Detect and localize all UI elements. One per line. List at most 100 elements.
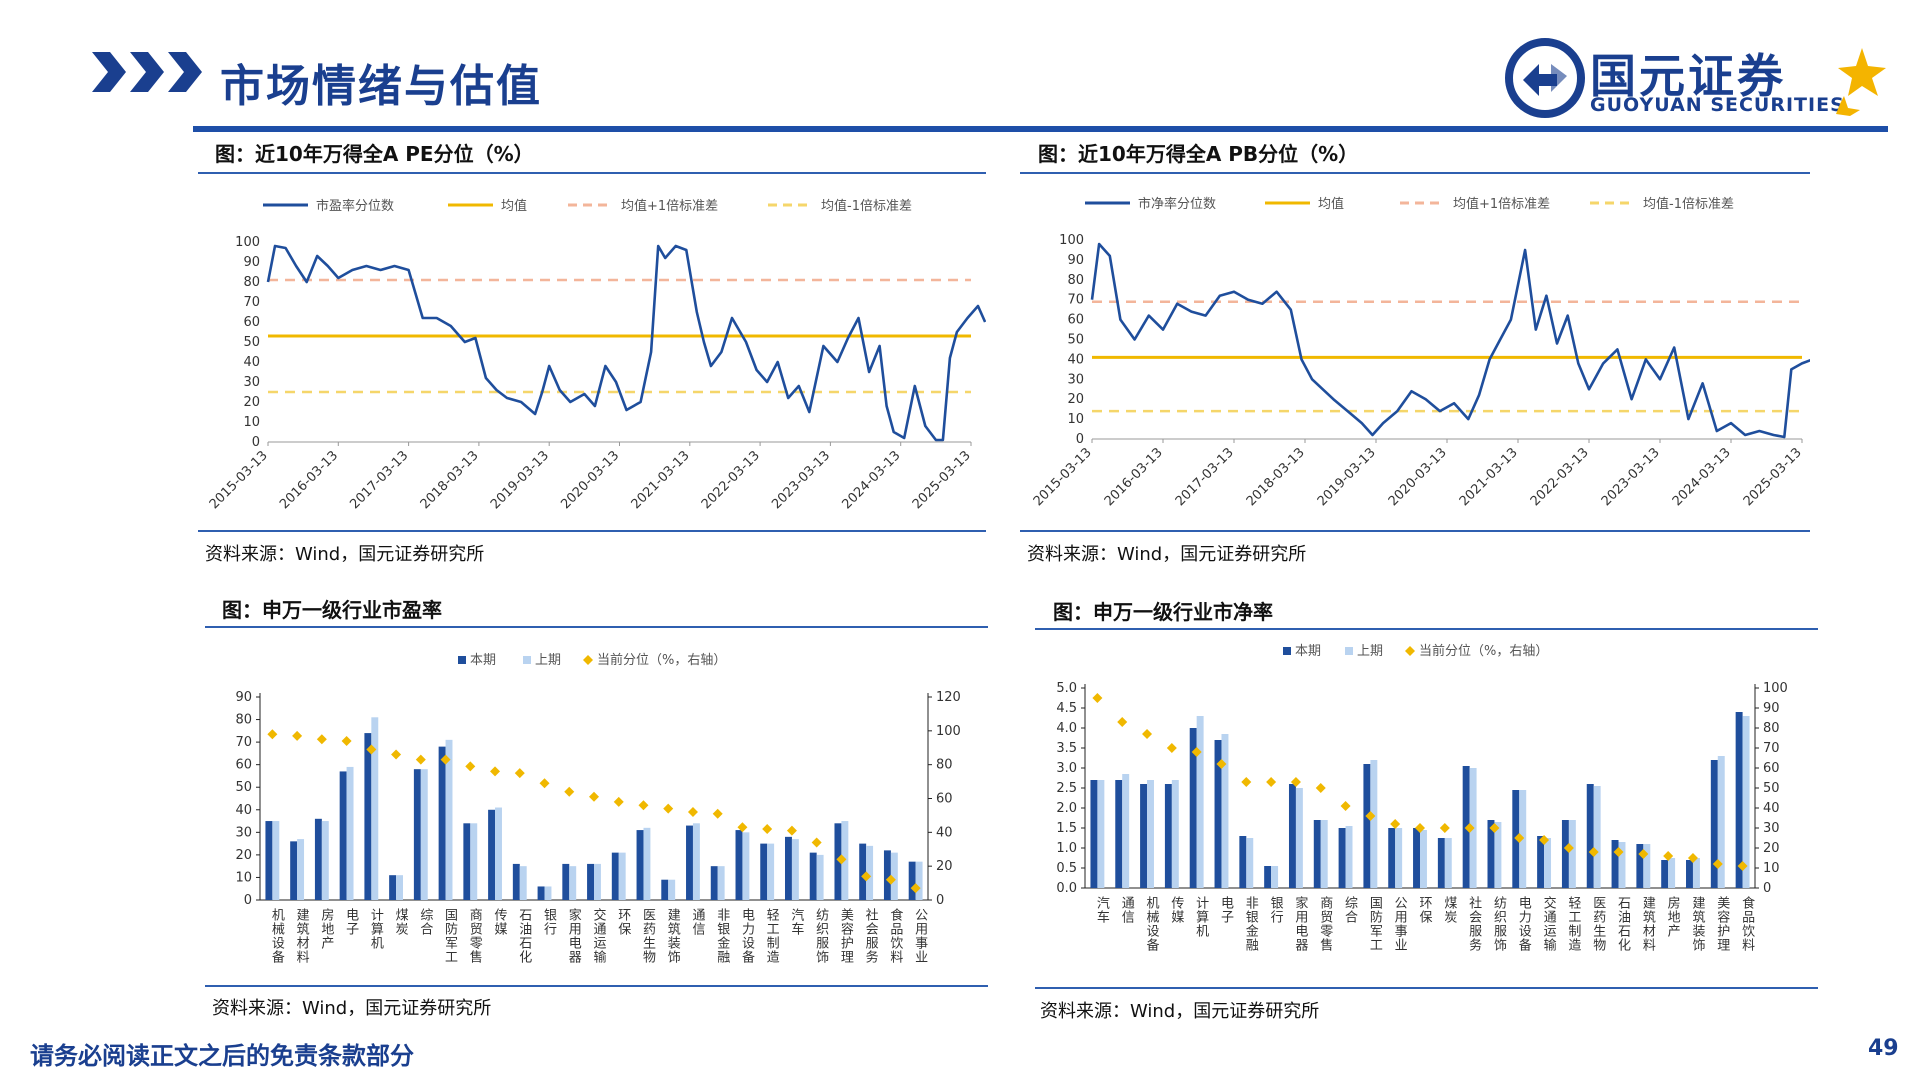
bar-current: [587, 863, 594, 900]
bar-previous: [1568, 820, 1576, 888]
bar-previous: [1544, 838, 1552, 888]
y-tick-label: 0.0: [1056, 881, 1077, 896]
bar-previous: [1246, 838, 1254, 888]
legend-label-0: 本期: [470, 653, 496, 668]
category-label: 煤炭: [393, 908, 409, 936]
category-label: 环保: [615, 908, 631, 936]
industry-pb-top-rule: [1035, 628, 1818, 630]
percentile-marker: [762, 823, 773, 834]
pb-percentile-bottom-rule: [1020, 530, 1810, 532]
bar-previous: [692, 823, 700, 900]
percentile-marker: [1315, 783, 1326, 793]
percentile-marker: [1216, 759, 1227, 769]
bar-current: [710, 866, 718, 900]
bar-current: [611, 852, 619, 900]
category-label: 建筑装饰: [1689, 896, 1705, 952]
category-label: 计算机: [1193, 896, 1209, 938]
category-label: 石油石化: [1615, 896, 1631, 952]
legend-swatch-1: [1345, 647, 1353, 655]
bar-previous: [1395, 828, 1403, 888]
x-tick-label: 2021-03-13: [629, 448, 693, 512]
bar-current: [1214, 740, 1222, 888]
bar-current: [339, 771, 347, 900]
bar-current: [1413, 828, 1420, 888]
category-label: 交通运输: [1541, 895, 1557, 952]
category-label: 家用电器: [566, 907, 582, 964]
percentile-marker: [1340, 801, 1351, 811]
pb-percentile-title: 图：近10年万得全A PB分位（%）: [1038, 142, 1359, 166]
percentile-marker: [1489, 823, 1500, 833]
bar-current: [661, 879, 669, 900]
industry-pe-top-rule: [205, 626, 988, 628]
bar-current: [1686, 860, 1693, 888]
y-tick-label: 50: [243, 335, 260, 350]
percentile-marker: [267, 729, 278, 740]
category-label: 医药生物: [640, 908, 656, 964]
y2-tick-label: 100: [936, 724, 961, 739]
category-label: 纺织服饰: [813, 908, 829, 964]
y-tick-label: 70: [1067, 293, 1084, 308]
bar-current: [1164, 784, 1172, 888]
bar-previous: [643, 827, 651, 900]
bar-current: [1537, 836, 1545, 888]
category-label: 食品饮料: [887, 907, 903, 964]
bar-current: [636, 830, 644, 900]
category-label: 医药生物: [1590, 896, 1606, 952]
bar-previous: [297, 839, 305, 900]
y2-tick-label: 20: [936, 859, 953, 874]
bar-previous: [445, 739, 453, 900]
bar-current: [834, 823, 842, 900]
y-tick-label: 20: [243, 395, 260, 410]
category-label: 电子: [1218, 896, 1234, 924]
percentile-marker: [1514, 833, 1525, 843]
y2-tick-label: 80: [1763, 721, 1780, 736]
legend-swatch-2: [1405, 646, 1415, 656]
legend-swatch-2: [583, 655, 593, 665]
bar-current: [265, 821, 273, 900]
percentile-marker: [539, 778, 550, 789]
percentile-marker: [613, 796, 624, 807]
x-tick-label: 2015-03-13: [207, 448, 271, 512]
y-tick-label: 10: [1067, 412, 1084, 427]
percentile-marker: [1142, 729, 1153, 739]
legend-swatch-0: [1283, 647, 1291, 655]
industry-pe-title: 图：申万一级行业市盈率: [222, 598, 442, 622]
bar-previous: [1122, 774, 1130, 888]
y-tick-label: 4.0: [1056, 721, 1077, 736]
category-label: 电力设备: [739, 908, 755, 964]
pb-percentile-source: 资料来源：Wind，国元证券研究所: [1027, 544, 1307, 565]
bar-current: [1313, 820, 1321, 888]
bar-current: [1735, 712, 1743, 888]
industry-pb-title: 图：申万一级行业市净率: [1053, 600, 1273, 624]
legend-label-0: 市盈率分位数: [316, 198, 394, 214]
page-title: 市场情绪与估值: [220, 61, 542, 112]
y-tick-label: 20: [235, 848, 252, 863]
bar-previous: [272, 821, 280, 900]
bar-current: [413, 769, 421, 900]
industry-pb-source: 资料来源：Wind，国元证券研究所: [1040, 1001, 1320, 1022]
bar-current: [859, 843, 867, 900]
category-label: 食品饮料: [1739, 895, 1755, 952]
bar-current: [364, 733, 372, 900]
category-label: 综合: [417, 908, 433, 936]
bar-current: [784, 836, 792, 900]
bar-current: [1140, 784, 1148, 888]
y-tick-label: 40: [235, 803, 252, 818]
category-label: 银行: [541, 908, 557, 936]
bar-current: [1115, 780, 1123, 888]
legend-label-1: 上期: [1357, 644, 1383, 659]
legend-swatch-0: [458, 656, 466, 664]
category-label: 煤炭: [1441, 896, 1457, 924]
bar-current: [1636, 844, 1644, 888]
chevron-logo-icon: [92, 52, 202, 92]
y2-tick-label: 120: [936, 690, 961, 705]
x-tick-label: 2024-03-13: [1670, 445, 1734, 509]
legend-label-2: 均值+1倍标准差: [621, 198, 718, 214]
percentile-marker: [1365, 811, 1376, 821]
company-name-en: GUOYUAN SECURITIES: [1590, 94, 1845, 116]
bar-current: [809, 852, 817, 900]
y-tick-label: 70: [235, 735, 252, 750]
percentile-marker: [1191, 747, 1202, 757]
industry-pb-bottom-rule: [1035, 987, 1818, 989]
bar-current: [1363, 764, 1371, 888]
